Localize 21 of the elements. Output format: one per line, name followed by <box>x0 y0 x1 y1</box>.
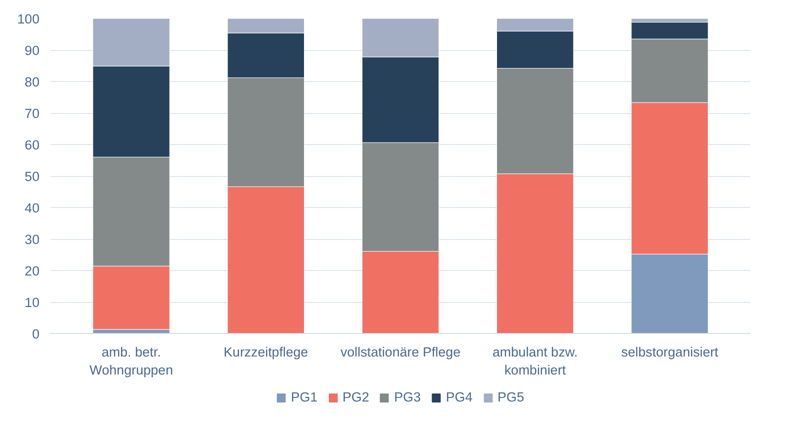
legend-label: PG2 <box>342 390 370 404</box>
y-tick-label: 30 <box>24 232 40 247</box>
y-tick-label: 50 <box>24 169 40 184</box>
y-tick-label: 80 <box>24 74 40 90</box>
legend-label: PG4 <box>446 390 473 404</box>
x-tick-label: ambulant bzw. kombiniert <box>492 344 578 378</box>
y-tick-label: 60 <box>24 138 40 152</box>
y-tick-label: 100 <box>17 12 40 26</box>
y-tick-label: 90 <box>24 43 40 58</box>
legend-label: PG3 <box>394 390 421 404</box>
x-tick-label: Kurzzeitpflege <box>224 344 308 360</box>
x-tick-label: vollstationäre Pflege <box>340 344 461 360</box>
y-tick-label: 40 <box>24 200 40 216</box>
y-tick-label: 10 <box>24 295 40 310</box>
legend-label: PG5 <box>498 390 524 404</box>
x-tick-label: amb. betr. Wohngruppen <box>90 344 174 378</box>
x-tick-label: selbstorganisiert <box>621 344 719 360</box>
y-tick-label: 70 <box>24 106 40 121</box>
y-tick-label: 20 <box>24 264 40 278</box>
legend-label: PG1 <box>290 390 318 404</box>
y-tick-label: 0 <box>32 326 40 342</box>
